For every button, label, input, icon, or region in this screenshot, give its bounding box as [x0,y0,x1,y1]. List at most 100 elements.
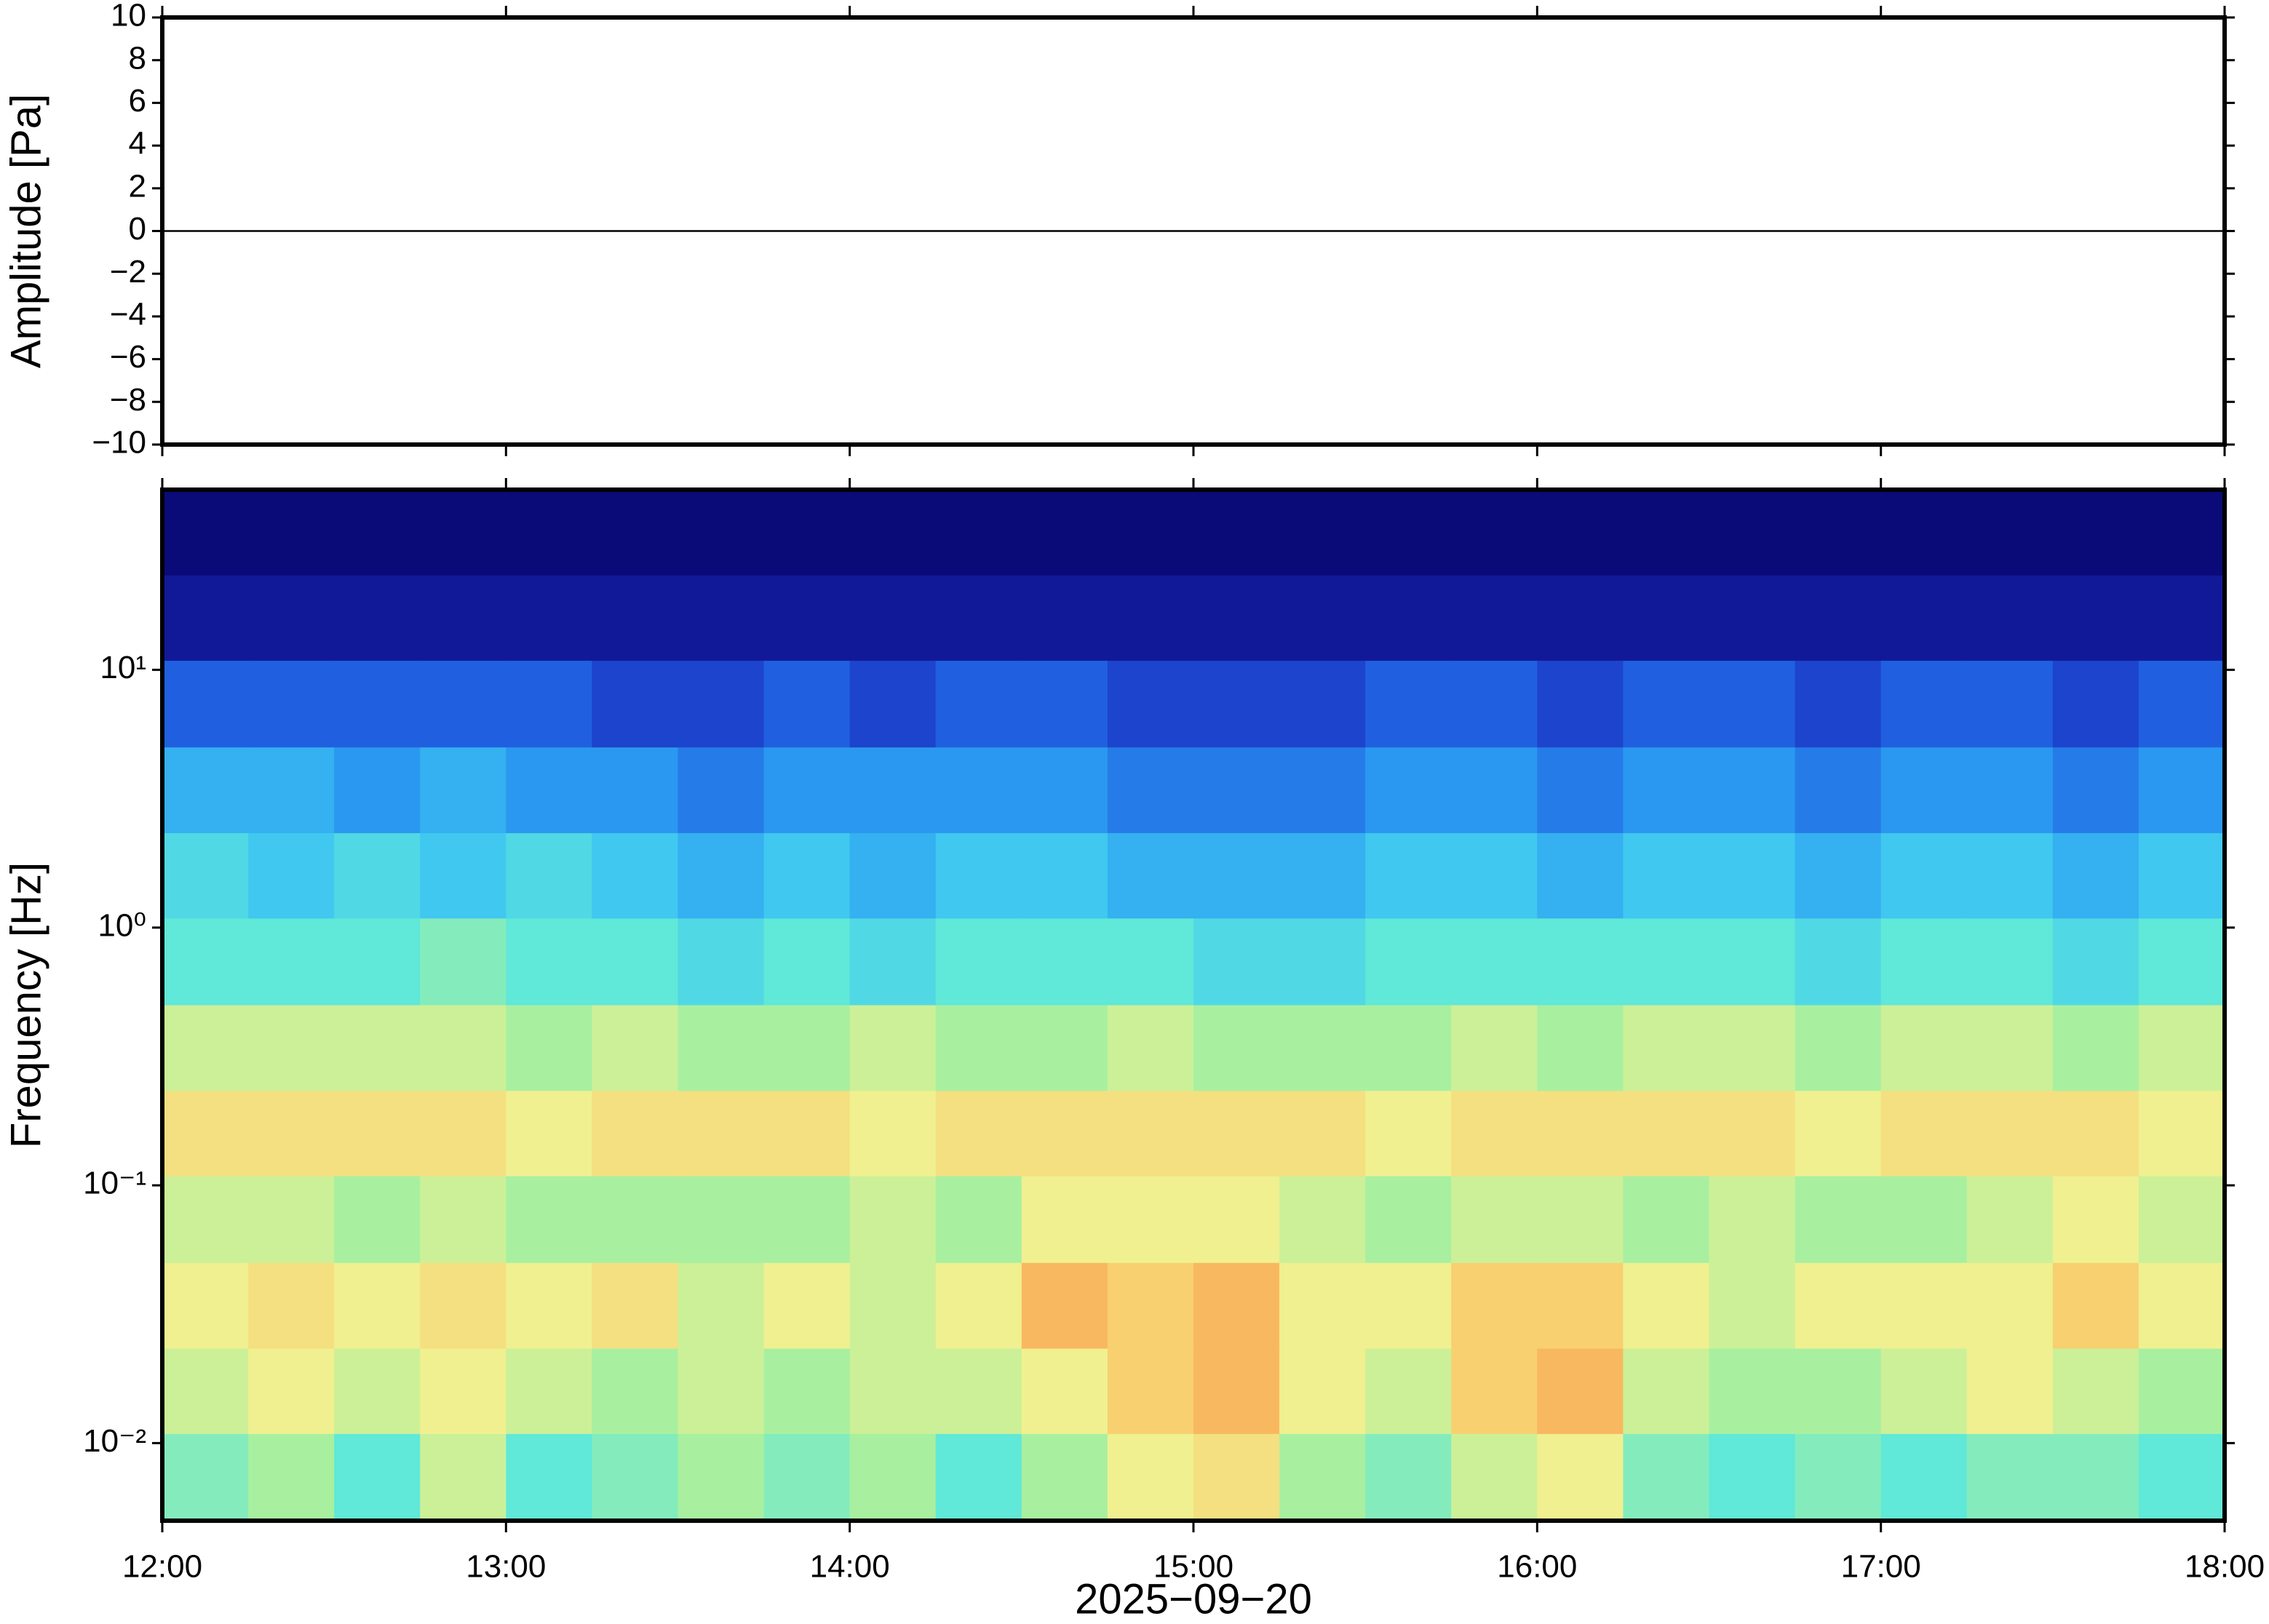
cell [1537,1176,1624,1263]
cell [1966,832,2054,919]
cell [935,660,1022,748]
cell [248,1090,335,1177]
cell [1623,918,1709,1006]
cell [1795,575,1882,661]
cell [1193,1176,1280,1263]
cell [248,1262,335,1349]
cell [1193,490,1280,576]
cell [162,1005,249,1091]
cell [677,575,765,661]
cell [677,832,765,919]
cell [763,575,851,661]
cell [334,918,421,1006]
frame [160,15,2227,447]
cell [1365,747,1452,834]
cell [1107,832,1194,919]
cell [763,1262,851,1349]
cell [2052,1090,2139,1177]
cell [2138,1090,2225,1177]
cell [506,832,592,919]
cell [1451,1005,1538,1091]
cell [1279,490,1366,576]
cell [2052,1176,2139,1263]
cell [1966,490,2054,576]
cell [1021,832,1108,919]
cell [1365,490,1452,576]
cell [1880,918,1968,1006]
cell [420,747,506,834]
cell [1365,1176,1452,1263]
cell [592,1348,678,1434]
cell [506,747,592,834]
cell [506,490,592,576]
cell [1537,1005,1624,1091]
cell [1279,832,1366,919]
cell [677,1433,765,1521]
cell [1966,575,2054,661]
cell [677,918,765,1006]
cell [1107,918,1194,1006]
y-tick-label: 10⁻² [83,1423,146,1459]
x-tick-label: 15:00 [1153,1549,1233,1585]
cell [592,490,678,576]
cell [1021,1433,1108,1521]
cell [1365,1433,1452,1521]
y-tick-label: 10 [111,0,146,33]
cell [1880,1005,1968,1091]
cell [334,747,421,834]
cell [248,1433,335,1521]
cell [1537,1090,1624,1177]
cell [1193,660,1280,748]
cell [935,1262,1022,1349]
cell [420,832,506,919]
cell [849,1348,937,1434]
cell [849,918,937,1006]
y-tick-label: 10⁰ [98,907,146,943]
cell [1451,1433,1538,1521]
cell [1537,747,1624,834]
cell [248,1176,335,1263]
cell [1021,1005,1108,1091]
cell [849,490,937,576]
cell [1107,1348,1194,1434]
cell [1709,1005,1796,1091]
cell [935,1176,1022,1263]
cell [1365,918,1452,1006]
cell [1623,1090,1709,1177]
cell [1279,1005,1366,1091]
cell [1107,1176,1194,1263]
cell [2138,1176,2225,1263]
cell [1623,1348,1709,1434]
cell [1193,1005,1280,1091]
cell [1365,1005,1452,1091]
x-tick-label: 12:00 [122,1549,202,1585]
cell [1795,1005,1882,1091]
y-tick-label: −8 [110,382,146,418]
cell [1451,1262,1538,1349]
cell [935,747,1022,834]
cell [1451,747,1538,834]
cell [2138,918,2225,1006]
cell [592,918,678,1006]
cell [763,1433,851,1521]
cell [592,660,678,748]
cell [935,918,1022,1006]
cell [248,747,335,834]
cell [2052,1005,2139,1091]
cell [592,1433,678,1521]
cell [162,1090,249,1177]
cell [506,1348,592,1434]
cell [1193,1348,1280,1434]
cell [1365,1348,1452,1434]
cell [506,1005,592,1091]
cell [1193,1262,1280,1349]
cell [1966,1005,2054,1091]
cell [1623,1176,1709,1263]
cell [1709,660,1796,748]
cell [420,1090,506,1177]
x-tick-label: 16:00 [1497,1549,1577,1585]
cell [420,575,506,661]
cell [1795,490,1882,576]
cell [162,918,249,1006]
cell [1795,1176,1882,1263]
